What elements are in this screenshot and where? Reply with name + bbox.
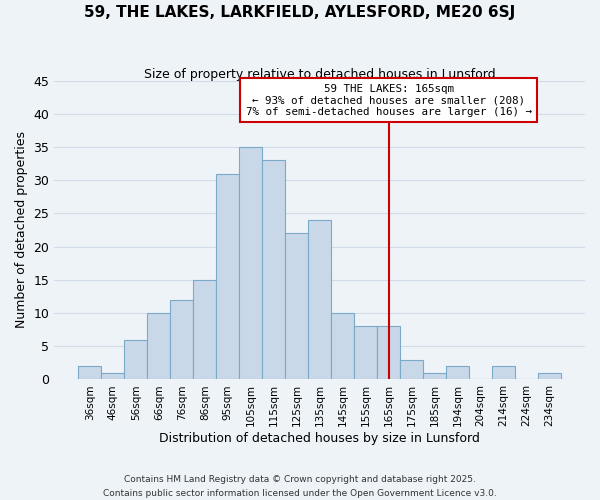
Bar [193, 280, 216, 380]
Bar [400, 360, 423, 380]
Title: Size of property relative to detached houses in Lunsford: Size of property relative to detached ho… [144, 68, 496, 80]
Bar [308, 220, 331, 380]
Text: 59 THE LAKES: 165sqm
← 93% of detached houses are smaller (208)
7% of semi-detac: 59 THE LAKES: 165sqm ← 93% of detached h… [245, 84, 532, 117]
Bar [101, 373, 124, 380]
Bar [331, 313, 354, 380]
Bar [262, 160, 285, 380]
Text: Contains HM Land Registry data © Crown copyright and database right 2025.
Contai: Contains HM Land Registry data © Crown c… [103, 476, 497, 498]
X-axis label: Distribution of detached houses by size in Lunsford: Distribution of detached houses by size … [159, 432, 480, 445]
Text: 59, THE LAKES, LARKFIELD, AYLESFORD, ME20 6SJ: 59, THE LAKES, LARKFIELD, AYLESFORD, ME2… [85, 5, 515, 20]
Bar [377, 326, 400, 380]
Bar [492, 366, 515, 380]
Bar [239, 147, 262, 380]
Bar [124, 340, 148, 380]
Bar [446, 366, 469, 380]
Bar [354, 326, 377, 380]
Bar [79, 366, 101, 380]
Bar [285, 234, 308, 380]
Bar [148, 313, 170, 380]
Bar [170, 300, 193, 380]
Bar [423, 373, 446, 380]
Y-axis label: Number of detached properties: Number of detached properties [15, 132, 28, 328]
Bar [538, 373, 561, 380]
Bar [216, 174, 239, 380]
